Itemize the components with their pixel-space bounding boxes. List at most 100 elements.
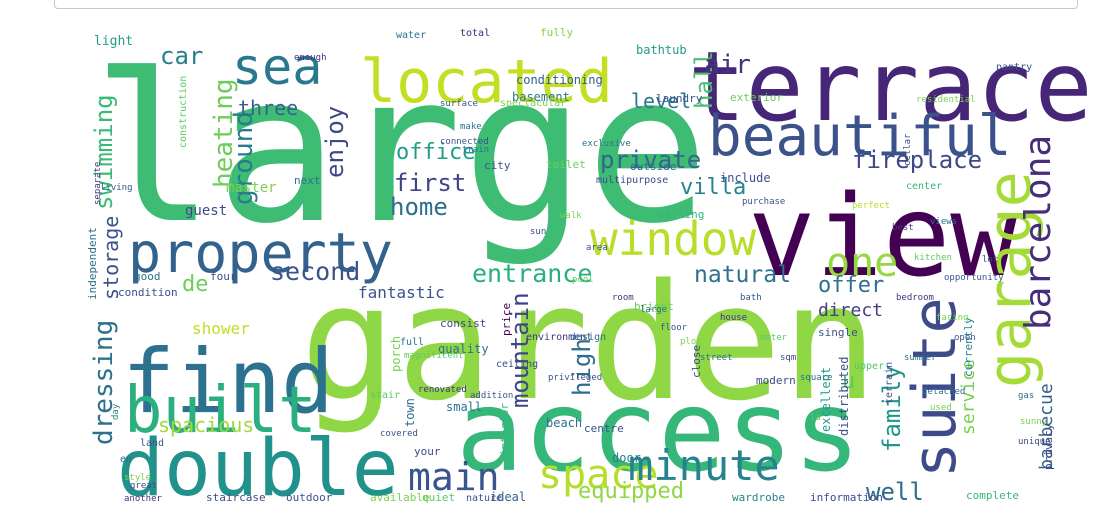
word-first: first <box>394 169 466 197</box>
word-consist: consist <box>440 317 486 330</box>
word-best: best <box>892 223 914 233</box>
word-distributed: distributed <box>837 357 851 436</box>
word-light: light <box>94 34 133 49</box>
word-sqm: sqm <box>780 353 796 363</box>
word-views: views <box>930 217 957 227</box>
word-include: include <box>720 171 771 185</box>
word-swimming: swimming <box>90 94 118 210</box>
word-lot: lot <box>982 255 998 265</box>
word-excellent: excellent <box>819 367 833 432</box>
word-large: large <box>640 305 667 315</box>
word-entrance: entrance <box>472 259 592 288</box>
word-outdoor: outdoor <box>286 491 333 504</box>
word-direct: direct <box>818 300 883 321</box>
word-condition: condition <box>118 286 178 299</box>
word-bright: bright <box>634 300 674 313</box>
word-office: office <box>396 140 475 165</box>
word-complete: complete <box>966 489 1019 502</box>
word-opportunity: opportunity <box>944 273 1004 283</box>
word-master: master <box>226 180 277 196</box>
word-minute: minute <box>628 441 780 490</box>
word-used: used <box>930 403 952 413</box>
word-garden: garden <box>300 249 878 436</box>
word-heating: heating <box>209 78 239 188</box>
word-information: information <box>810 491 883 504</box>
word-enough: enough <box>294 53 327 63</box>
word-door: door <box>612 451 641 465</box>
word-make: make <box>460 122 482 132</box>
word-ceiling: ceiling <box>496 359 538 370</box>
word-built: built <box>124 374 317 448</box>
word-natural: natural <box>694 262 791 288</box>
word-high: high <box>568 338 596 396</box>
word-land: land <box>140 438 164 449</box>
word-basement: basement <box>512 90 570 104</box>
word-outside: outside <box>630 160 676 173</box>
word-fantastic: fantastic <box>358 283 445 302</box>
word-construction: construction <box>178 76 189 148</box>
word-total: total <box>460 28 490 39</box>
word-barbecue: barbecue <box>1036 383 1057 470</box>
word-addition: addition <box>470 391 513 401</box>
word-plot: plot <box>680 337 702 347</box>
word-beach: beach <box>546 416 582 430</box>
word-enjoy: enjoy <box>321 106 349 178</box>
word-water: water <box>396 30 426 41</box>
word-bath: bath <box>740 293 762 303</box>
word-ideal: ideal <box>490 490 526 504</box>
word-meter: meter <box>760 333 788 343</box>
word-property: property <box>128 221 393 285</box>
word-full: full <box>400 337 424 348</box>
word-small: small <box>446 400 482 414</box>
word-centre: centre <box>584 422 624 435</box>
word-town: town <box>403 398 417 427</box>
word-spectacular: spectacular <box>500 98 566 109</box>
word-window: window <box>590 212 756 266</box>
word-guest: guest <box>185 203 227 219</box>
word-level: level <box>631 89 691 113</box>
word-street: street <box>700 353 733 363</box>
word-separate: separate <box>93 162 103 205</box>
word-train: train <box>462 145 489 155</box>
word-private: private <box>600 146 701 174</box>
word-fireplace: fireplace <box>852 146 982 174</box>
word-fully: fully <box>540 26 573 39</box>
word-double: double <box>117 424 399 509</box>
word-dressing: dressing <box>89 320 119 445</box>
word-kitchen: kitchen <box>914 253 952 263</box>
word-another: another <box>124 494 163 504</box>
word-area: area <box>586 243 608 253</box>
word-living: living <box>100 183 133 193</box>
word-surface: surface <box>440 99 478 109</box>
word-environment: environment <box>526 332 592 343</box>
word-air: air <box>704 50 751 80</box>
word-shower: shower <box>192 319 250 338</box>
word-toilet: toilet <box>546 158 586 171</box>
word-terrace: terrace <box>688 31 1093 143</box>
word-house: house <box>720 313 747 323</box>
word-center: center <box>906 181 942 192</box>
word-independent: independent <box>86 227 99 300</box>
word-mountain: mountain <box>506 292 534 408</box>
word-renovated: renovated <box>418 385 467 395</box>
word-design: design <box>570 332 606 343</box>
word-barcelona: barcelona <box>1018 135 1059 330</box>
word-pool: pool <box>572 275 594 285</box>
word-pantry: pantry <box>996 62 1032 73</box>
word-gas: gas <box>1018 391 1034 401</box>
word-spacious: spacious <box>158 413 254 437</box>
word-de: de <box>182 272 209 297</box>
word-porch: porch <box>389 336 403 372</box>
word-equipped: equipped <box>578 479 684 504</box>
word-family: family <box>878 365 906 452</box>
word-close: close <box>690 345 703 378</box>
word-bedroom: bedroom <box>896 293 934 303</box>
word-multipurpose: multipurpose <box>596 175 668 186</box>
cell-frame-top <box>54 0 1078 9</box>
word-suite: suite <box>900 297 970 478</box>
word-floor: floor <box>660 323 688 333</box>
word-city: city <box>484 159 511 172</box>
word-view: view <box>748 172 1018 302</box>
word-price: price <box>500 303 513 336</box>
